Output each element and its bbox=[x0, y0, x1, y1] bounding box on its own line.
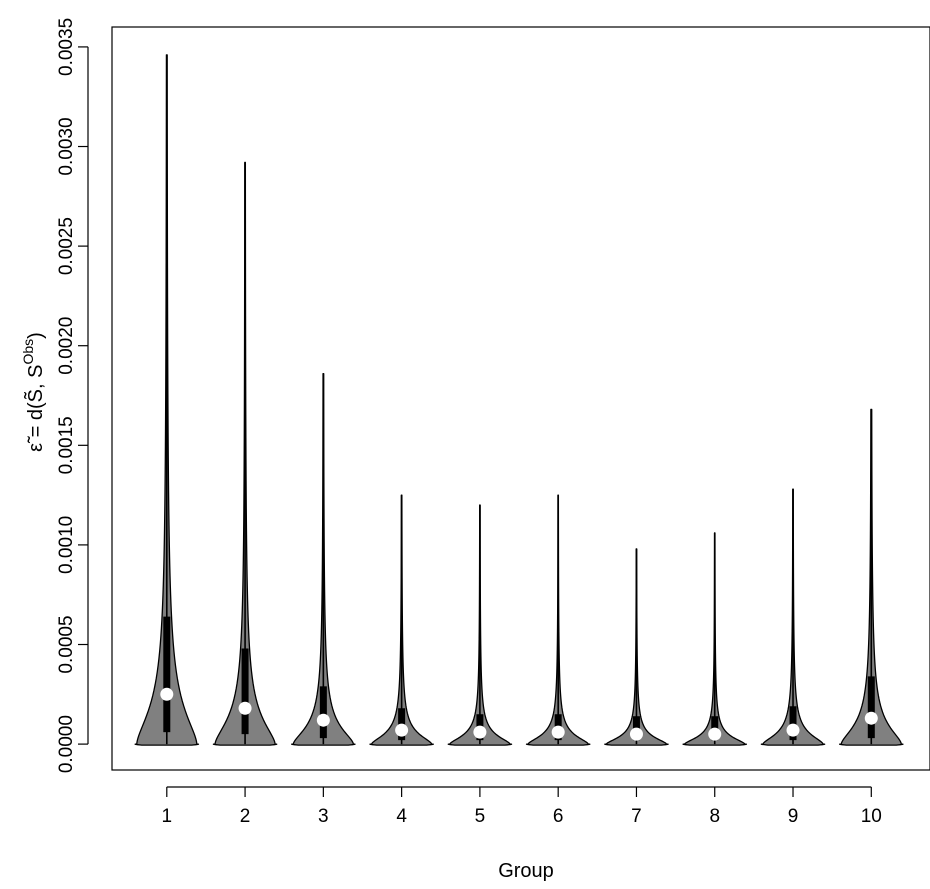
violin-median-point bbox=[473, 725, 487, 739]
y-axis: 0.0000 0.0005 0.0010 0.0015 0.0020 0.0025 0.00… bbox=[56, 18, 89, 773]
y-tick-label: 0.0000 bbox=[56, 715, 77, 773]
x-axis: 1 2 3 4 5 6 7 8 9 10 bbox=[162, 786, 882, 827]
x-tick-label: 3 bbox=[318, 806, 329, 827]
y-tick-label: 0.0035 bbox=[56, 18, 77, 76]
y-axis-title: ε̃ = d(S̃, SObs) bbox=[20, 332, 47, 452]
y-tick-label: 0.0005 bbox=[56, 615, 77, 673]
y-title-obs-superscript: Obs bbox=[20, 339, 36, 365]
violin-iqr-box bbox=[789, 706, 797, 741]
plot-frame bbox=[111, 26, 930, 771]
y-title-eq: = d( bbox=[25, 402, 47, 443]
violin-median-point bbox=[708, 727, 722, 741]
violin-median-point bbox=[786, 723, 800, 737]
violin-iqr-box bbox=[163, 616, 171, 733]
x-tick-label: 7 bbox=[631, 806, 642, 827]
y-tick-label: 0.0015 bbox=[56, 416, 77, 474]
y-title-s: S bbox=[25, 365, 47, 378]
y-tick-label: 0.0020 bbox=[56, 317, 77, 375]
violin-median-point bbox=[238, 701, 252, 715]
y-tick-label: 0.0030 bbox=[56, 117, 77, 175]
x-tick-label: 1 bbox=[162, 806, 173, 827]
violin-iqr-box bbox=[319, 686, 327, 739]
violin-median-point bbox=[316, 713, 330, 727]
violin-median-point bbox=[551, 725, 565, 739]
violin-iqr-box bbox=[867, 676, 875, 739]
x-tick-label: 10 bbox=[861, 806, 882, 827]
violin-median-point bbox=[160, 687, 174, 701]
x-tick-label: 9 bbox=[788, 806, 799, 827]
x-tick-label: 2 bbox=[240, 806, 251, 827]
violin-median-point bbox=[395, 723, 409, 737]
x-tick-label: 8 bbox=[709, 806, 720, 827]
violins-layer bbox=[134, 54, 904, 746]
x-tick-label: 4 bbox=[396, 806, 407, 827]
y-tick-label: 0.0025 bbox=[56, 217, 77, 275]
violin-iqr-box bbox=[241, 648, 249, 735]
x-tick-label: 5 bbox=[475, 806, 486, 827]
x-tick-label: 6 bbox=[553, 806, 564, 827]
y-title-close-paren: ) bbox=[25, 332, 47, 339]
y-tick-label: 0.0010 bbox=[56, 516, 77, 574]
y-title-s-tilde: S̃ bbox=[24, 389, 47, 402]
x-axis-title: Group bbox=[498, 860, 554, 882]
y-title-comma: , bbox=[25, 378, 47, 389]
violin-median-point bbox=[864, 711, 878, 725]
violin-median-point bbox=[629, 727, 643, 741]
